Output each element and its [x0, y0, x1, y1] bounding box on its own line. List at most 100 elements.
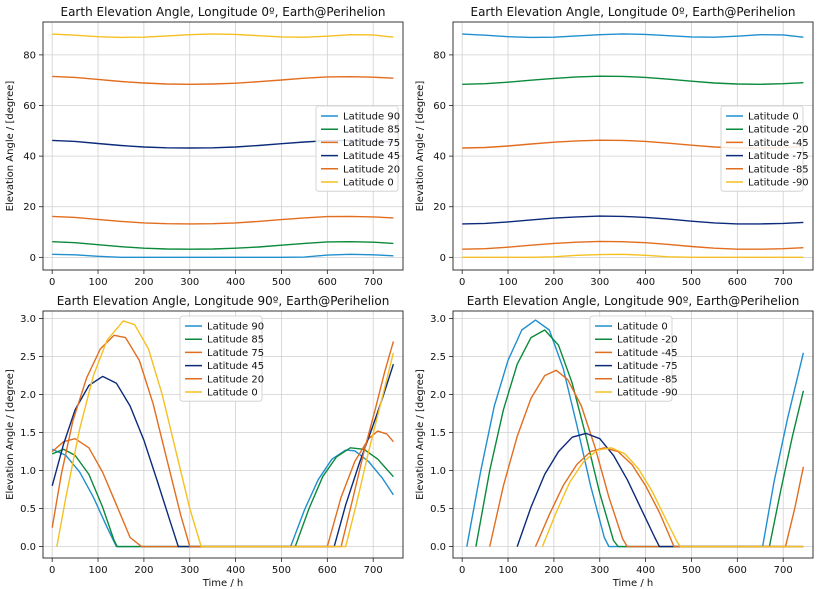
x-tick-label: 700	[364, 565, 383, 576]
x-tick-label: 0	[459, 277, 465, 288]
y-tick-label: 1.5	[20, 428, 36, 439]
y-tick-label: 0.5	[20, 504, 36, 515]
y-tick-label: 40	[23, 152, 36, 163]
y-tick-label: 80	[433, 50, 446, 61]
legend-box	[720, 105, 804, 192]
legend-label: Latitude 0	[343, 178, 394, 189]
chart-panel-3: 0 100 200 300 400 500 600 700 0.0 0.5 1.0 1.5 2.0 2.5…	[5, 294, 404, 589]
x-tick-label: 600	[728, 277, 747, 288]
x-tick-label: 700	[774, 565, 793, 576]
series-line-3	[52, 215, 394, 225]
y-tick-label: 60	[23, 101, 36, 112]
y-tick-label: 2.0	[20, 390, 36, 401]
y-tick-label: 0.5	[430, 504, 446, 515]
series-line-4	[516, 432, 804, 548]
x-axis-label: Time / h	[612, 578, 654, 589]
x-tick-label: 200	[134, 565, 153, 576]
legend-label: Latitude 45	[343, 151, 400, 162]
axes-frame	[452, 21, 814, 271]
series-line-6	[462, 253, 804, 258]
legend-label: Latitude 75	[207, 348, 264, 359]
y-tick-label: 3.0	[20, 314, 36, 325]
series-line-2	[462, 75, 804, 86]
series-line-1	[51, 448, 394, 548]
legend-label: Latitude 20	[343, 164, 400, 175]
legend: Latitude 0 Latitude -20 Latitude -45 Latitu…	[720, 105, 809, 192]
chart-panel-1: 0 100 200 300 400 500 600 700 0 20 40 60 80 Earth Ele…	[5, 5, 404, 288]
legend-label: Latitude -20	[617, 335, 678, 346]
x-tick-label: 300	[180, 565, 199, 576]
series-line-6	[56, 320, 395, 548]
y-tick-label: 20	[23, 202, 36, 213]
y-tick-label: 2.5	[20, 352, 36, 363]
y-axis-label: Elevation Angle / [degree]	[415, 369, 426, 500]
series-line-4	[462, 215, 804, 225]
legend-label: Latitude -75	[748, 151, 809, 162]
axes-frame	[42, 21, 404, 271]
legend-box	[179, 315, 263, 402]
chart-title: Earth Elevation Angle, Longitude 0º, Ear…	[471, 5, 796, 19]
chart-title: Earth Elevation Angle, Longitude 90º, Ea…	[57, 294, 390, 308]
series-line-2	[51, 447, 394, 548]
y-axis-label: Elevation Angle / [degree]	[415, 81, 426, 212]
series-line-5	[534, 447, 804, 548]
x-tick-label: 100	[88, 565, 107, 576]
x-tick-label: 600	[318, 565, 337, 576]
x-tick-label: 200	[544, 277, 563, 288]
legend-label: Latitude 75	[343, 138, 400, 149]
y-tick-label: 2.5	[430, 352, 446, 363]
x-tick-label: 500	[682, 565, 701, 576]
series-line-6	[52, 33, 394, 39]
series-line-5	[51, 334, 395, 548]
axes-frame	[452, 310, 814, 559]
y-tick-label: 60	[433, 101, 446, 112]
legend-label: Latitude 85	[207, 335, 264, 346]
chart-title: Earth Elevation Angle, Longitude 90º, Ea…	[467, 294, 800, 308]
y-tick-label: 80	[23, 50, 36, 61]
legend-label: Latitude -45	[748, 138, 809, 149]
x-tick-label: 200	[134, 277, 153, 288]
y-tick-label: 40	[433, 152, 446, 163]
x-tick-label: 700	[364, 277, 383, 288]
legend-label: Latitude -75	[617, 361, 678, 372]
legend-label: Latitude 0	[207, 388, 258, 399]
y-axis-label: Elevation Angle / [degree]	[5, 81, 16, 212]
series-line-5	[462, 240, 804, 250]
x-tick-label: 0	[49, 565, 55, 576]
series-line-1	[462, 33, 804, 39]
legend-label: Latitude 20	[207, 374, 264, 385]
y-tick-label: 0	[30, 253, 36, 264]
legend-label: Latitude 90	[207, 322, 264, 333]
x-tick-label: 700	[774, 277, 793, 288]
x-tick-label: 100	[498, 565, 517, 576]
legend-label: Latitude 0	[748, 112, 799, 123]
legend: Latitude 0 Latitude -20 Latitude -45 Latitu…	[589, 315, 678, 402]
x-tick-label: 100	[498, 277, 517, 288]
x-tick-label: 300	[590, 277, 609, 288]
x-tick-label: 200	[544, 565, 563, 576]
series-line-1	[52, 253, 394, 258]
legend: Latitude 90 Latitude 85 Latitude 75 Latitud…	[315, 105, 400, 192]
x-tick-label: 600	[728, 565, 747, 576]
y-tick-label: 2.0	[430, 390, 446, 401]
series-line-2	[475, 329, 805, 548]
x-axis-label: Time / h	[202, 578, 244, 589]
series-line-2	[52, 240, 394, 250]
y-tick-label: 1.0	[430, 466, 446, 477]
legend-label: Latitude 85	[343, 125, 400, 136]
y-tick-label: 20	[433, 202, 446, 213]
series-line-3	[51, 430, 394, 548]
y-tick-label: 0.0	[20, 542, 36, 553]
x-tick-label: 100	[88, 277, 107, 288]
chart-title: Earth Elevation Angle, Longitude 0º, Ear…	[61, 5, 386, 19]
series-line-1	[466, 319, 805, 548]
series-line-5	[52, 75, 394, 86]
legend-label: Latitude 45	[207, 361, 264, 372]
y-axis-label: Elevation Angle / [degree]	[5, 369, 16, 500]
x-tick-label: 0	[49, 277, 55, 288]
y-tick-label: 3.0	[430, 314, 446, 325]
legend-label: Latitude 90	[343, 112, 400, 123]
legend-label: Latitude -90	[748, 178, 809, 189]
legend-label: Latitude -85	[617, 374, 678, 385]
